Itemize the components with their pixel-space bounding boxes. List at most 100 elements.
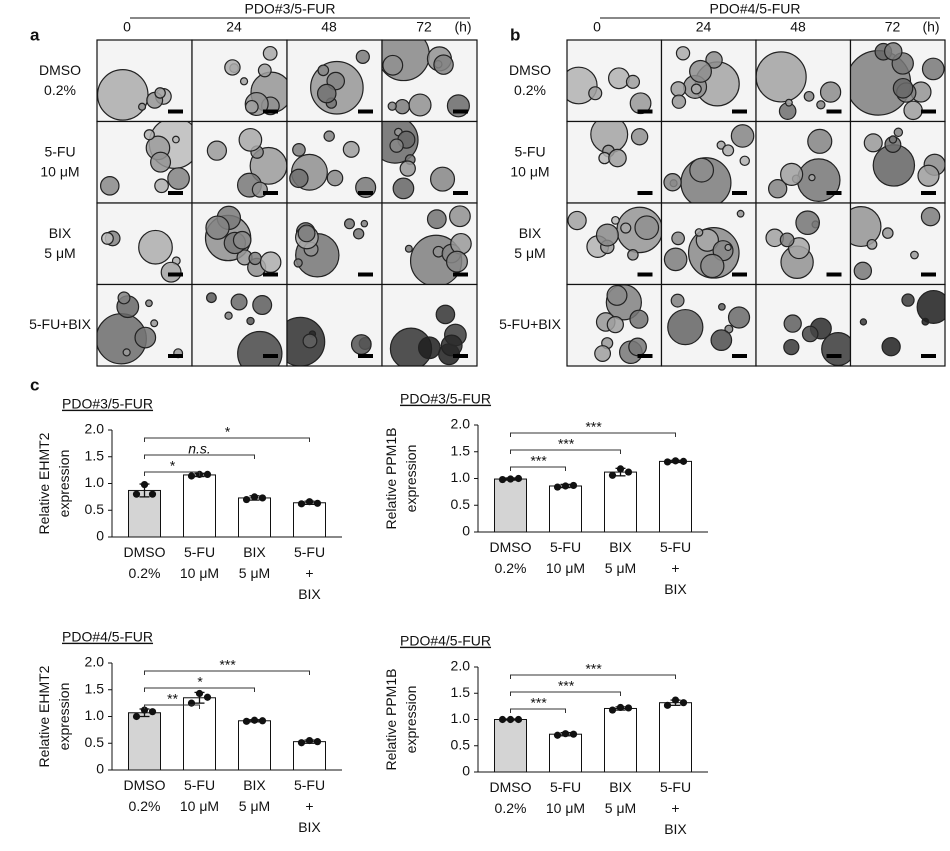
organoid bbox=[795, 210, 820, 236]
microscopy-image bbox=[191, 202, 288, 286]
organoid bbox=[404, 244, 413, 253]
significance-label: *** bbox=[557, 436, 574, 452]
organoid bbox=[611, 215, 620, 225]
organoid bbox=[232, 230, 252, 250]
replicate-point bbox=[305, 736, 314, 745]
scale-bar bbox=[637, 109, 653, 114]
replicate-point bbox=[258, 717, 267, 725]
text-line: BIX bbox=[298, 586, 321, 602]
scale-bar bbox=[453, 272, 468, 277]
text-line: + bbox=[671, 560, 679, 576]
time-label: 72 bbox=[416, 19, 432, 35]
replicate-point bbox=[187, 699, 196, 707]
scale-bar bbox=[826, 191, 842, 195]
replicate-point bbox=[624, 704, 633, 712]
organoid bbox=[323, 130, 335, 142]
organoid bbox=[150, 151, 172, 173]
y-axis-label: Relative EHMT2 expression bbox=[36, 665, 72, 767]
organoid bbox=[122, 348, 131, 357]
organoid bbox=[736, 209, 745, 218]
significance-bracket bbox=[144, 687, 255, 692]
organoid bbox=[808, 173, 816, 182]
organoid bbox=[138, 102, 147, 111]
organoid bbox=[445, 250, 468, 273]
scale-bar bbox=[921, 109, 936, 114]
replicate-point bbox=[148, 490, 157, 498]
panel-label: c bbox=[30, 375, 39, 394]
organoid bbox=[435, 304, 456, 325]
microscopy-image bbox=[191, 120, 288, 204]
replicate-point bbox=[608, 706, 617, 714]
organoids bbox=[590, 121, 649, 168]
organoid bbox=[893, 127, 904, 138]
significance-label: *** bbox=[557, 678, 574, 694]
microscopy-image bbox=[96, 283, 193, 367]
organoid bbox=[910, 250, 919, 260]
significance-label: * bbox=[224, 424, 230, 440]
row-label: DMSO 0.2% bbox=[509, 61, 551, 97]
microscopy-image bbox=[660, 39, 757, 123]
significance-label: *** bbox=[530, 695, 547, 711]
text-line: Relative PPM1B bbox=[383, 669, 399, 771]
organoid bbox=[784, 98, 793, 107]
organoid bbox=[302, 333, 318, 349]
microscopy-image bbox=[381, 283, 478, 367]
organoid bbox=[756, 51, 807, 103]
text-line: 0.2% bbox=[514, 81, 546, 97]
x-tick-label: DMSO 0.2% bbox=[124, 544, 166, 581]
organoid bbox=[768, 179, 788, 199]
bar bbox=[293, 741, 326, 771]
organoid bbox=[429, 166, 456, 192]
scale-bar bbox=[168, 354, 183, 358]
scale-bar bbox=[826, 272, 842, 277]
panel-title: PDO#3/5-FUR bbox=[244, 1, 335, 17]
organoid bbox=[246, 316, 255, 326]
text-line: 5 μM bbox=[605, 560, 636, 576]
organoids bbox=[389, 304, 467, 366]
significance-label: *** bbox=[585, 419, 602, 435]
organoid bbox=[710, 329, 733, 352]
y-axis-label: Relative PPM1B expression bbox=[383, 428, 419, 530]
significance-bracket bbox=[510, 449, 621, 454]
organoid bbox=[205, 215, 230, 240]
organoid bbox=[883, 42, 903, 61]
replicate-point bbox=[679, 457, 688, 465]
time-unit: (h) bbox=[454, 19, 471, 35]
replicate-point bbox=[671, 696, 680, 704]
organoid bbox=[783, 338, 800, 356]
organoid bbox=[783, 314, 802, 333]
organoids bbox=[224, 45, 287, 117]
text-line: 5 μM bbox=[514, 244, 545, 260]
organoid bbox=[694, 228, 704, 237]
scale-bar bbox=[921, 272, 936, 277]
significance-bracket bbox=[144, 670, 310, 675]
organoid bbox=[433, 54, 454, 75]
organoid bbox=[206, 140, 228, 161]
y-tick-label: 1.5 bbox=[85, 680, 105, 696]
organoids bbox=[404, 205, 472, 285]
scale-bar bbox=[358, 272, 373, 277]
text-line: 10 μM bbox=[180, 565, 219, 581]
time-unit: (h) bbox=[922, 19, 939, 35]
organoid bbox=[634, 215, 660, 241]
microscopy-image bbox=[96, 202, 193, 286]
organoid bbox=[417, 336, 441, 360]
text-line: DMSO bbox=[490, 779, 532, 795]
replicate-point bbox=[132, 712, 141, 721]
text-line: DMSO bbox=[124, 777, 166, 793]
organoid bbox=[440, 334, 463, 357]
organoids bbox=[97, 291, 184, 365]
replicate-point bbox=[616, 703, 625, 712]
x-tick-label: BIX 5 μM bbox=[605, 779, 636, 816]
organoid bbox=[901, 293, 915, 307]
time-label: 0 bbox=[123, 19, 131, 35]
microscopy-image bbox=[96, 120, 193, 204]
microscopy-image bbox=[755, 202, 852, 286]
text-line: 5-FU bbox=[184, 777, 215, 793]
significance-bracket bbox=[144, 704, 200, 709]
microscopy-image bbox=[755, 283, 852, 367]
organoid bbox=[671, 94, 687, 109]
organoid bbox=[450, 232, 472, 255]
organoid bbox=[259, 251, 282, 273]
